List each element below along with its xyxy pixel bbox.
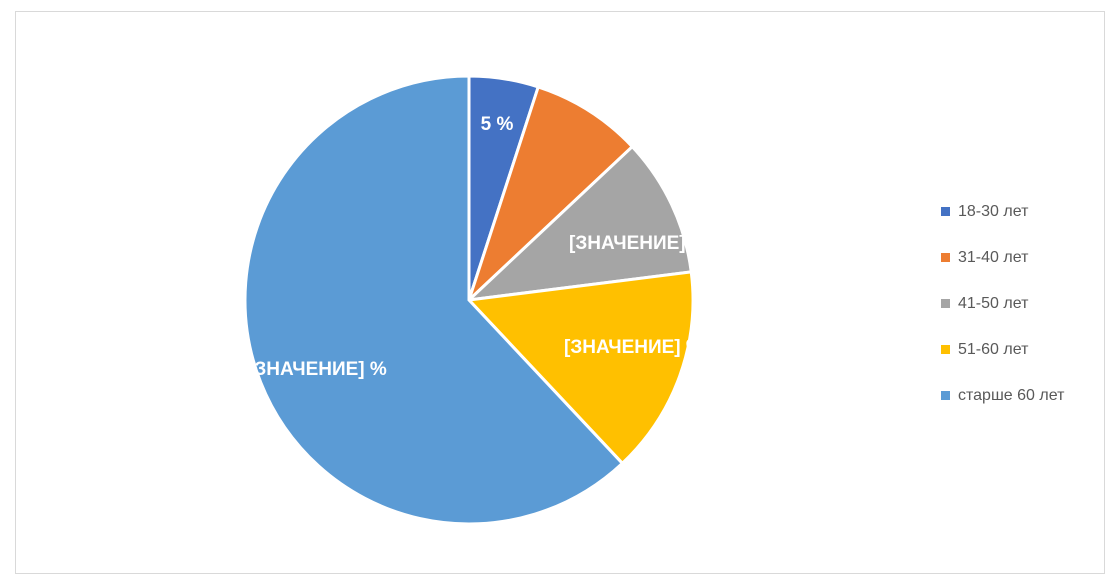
chart-legend: 18-30 лет 31-40 лет 41-50 лет 51-60 лет … <box>941 200 1111 430</box>
pie-slices <box>243 74 695 526</box>
legend-label: 31-40 лет <box>958 248 1029 266</box>
data-label-51-60: [ЗНАЧЕНИЕ] % <box>564 337 703 358</box>
data-label-41-50: [ЗНАЧЕНИЕ] % <box>569 233 708 254</box>
pie-slice-2 <box>467 85 635 302</box>
data-label-18-30: 5 % <box>481 114 514 135</box>
legend-swatch <box>941 391 950 400</box>
legend-swatch <box>941 207 950 216</box>
legend-label: 41-50 лет <box>958 294 1029 312</box>
legend-swatch <box>941 253 950 262</box>
legend-item-over-60: старше 60 лет <box>941 384 1111 407</box>
legend-item-31-40: 31-40 лет <box>941 246 1111 269</box>
legend-label: 51-60 лет <box>958 340 1029 358</box>
legend-label: 18-30 лет <box>958 202 1029 220</box>
legend-item-18-30: 18-30 лет <box>941 200 1111 223</box>
legend-item-51-60: 51-60 лет <box>941 338 1111 361</box>
pie-slice-5 <box>243 74 625 526</box>
legend-label: старше 60 лет <box>958 386 1065 404</box>
data-label-over-60: [ЗНАЧЕНИЕ] % <box>248 359 387 380</box>
legend-swatch <box>941 299 950 308</box>
pie-slice-4 <box>465 270 695 466</box>
pie-slice-3 <box>464 144 693 303</box>
pie-data-labels: 5 % [ЗНАЧЕНИЕ] % [ЗНАЧЕНИЕ] % [ЗНАЧЕНИЕ]… <box>248 114 708 380</box>
legend-item-41-50: 41-50 лет <box>941 292 1111 315</box>
legend-swatch <box>941 345 950 354</box>
